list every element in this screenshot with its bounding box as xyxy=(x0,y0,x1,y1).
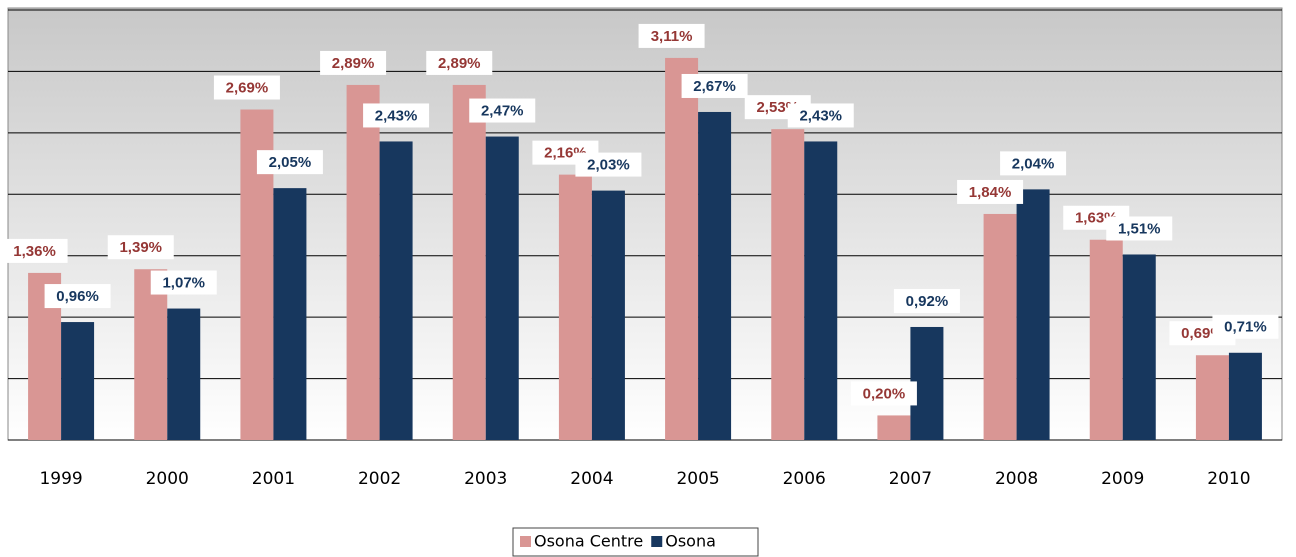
value-label: 3,11% xyxy=(651,28,693,45)
bar xyxy=(591,190,625,440)
bar xyxy=(877,415,911,440)
bar xyxy=(771,129,805,440)
value-label: 2,04% xyxy=(1012,155,1055,172)
bar xyxy=(665,57,699,441)
value-label-bg xyxy=(1106,216,1173,241)
x-tick-label: 2005 xyxy=(676,469,719,489)
bar xyxy=(1195,355,1229,440)
value-label-bg xyxy=(426,50,493,75)
value-label: 2,89% xyxy=(332,55,375,72)
bar xyxy=(346,84,380,440)
value-label: 1,36% xyxy=(13,243,56,260)
bar xyxy=(273,188,307,440)
bar xyxy=(61,322,95,440)
value-label-bg xyxy=(638,23,705,48)
x-tick-label: 2002 xyxy=(358,469,401,489)
value-label-bg xyxy=(469,98,536,123)
x-tick-label: 2001 xyxy=(252,469,295,489)
bar xyxy=(698,111,732,440)
bar xyxy=(558,174,592,440)
value-label: 1,39% xyxy=(119,239,162,256)
value-label-bg xyxy=(893,288,960,313)
bar xyxy=(1228,352,1262,440)
value-label-bg xyxy=(213,75,280,100)
legend-swatch xyxy=(651,536,663,547)
value-label: 1,84% xyxy=(969,184,1012,201)
value-label: 0,96% xyxy=(56,288,99,305)
x-tick-label: 2004 xyxy=(570,469,613,489)
x-tick-label: 2010 xyxy=(1207,469,1250,489)
value-label: 0,71% xyxy=(1224,319,1267,336)
legend-label: Osona xyxy=(665,532,716,551)
legend-label: Osona Centre xyxy=(534,532,643,551)
value-label: 2,89% xyxy=(438,55,481,72)
value-label: 2,43% xyxy=(375,107,418,124)
bar xyxy=(804,141,838,440)
value-label-bg xyxy=(150,270,217,295)
value-label-bg xyxy=(256,150,323,175)
x-tick-label: 1999 xyxy=(39,469,82,489)
value-label-bg xyxy=(44,284,111,309)
x-tick-label: 2008 xyxy=(995,469,1038,489)
bar xyxy=(485,136,519,441)
x-tick-label: 2000 xyxy=(146,469,189,489)
bar xyxy=(983,213,1017,440)
value-label: 2,05% xyxy=(269,154,312,171)
value-label-bg xyxy=(850,381,917,406)
value-label-bg xyxy=(1000,151,1067,176)
value-label-bg xyxy=(957,179,1024,204)
value-label: 1,07% xyxy=(162,275,205,292)
value-label: 0,20% xyxy=(863,385,906,402)
value-label-bg xyxy=(1212,314,1279,339)
value-label-bg xyxy=(363,103,430,128)
value-label-bg xyxy=(1,238,68,263)
bar xyxy=(379,141,413,440)
value-label-bg xyxy=(575,152,642,177)
bar xyxy=(167,308,201,440)
value-label: 2,67% xyxy=(693,78,736,95)
x-tick-label: 2003 xyxy=(464,469,507,489)
value-label: 0,92% xyxy=(906,293,949,310)
bar xyxy=(1122,254,1156,440)
bar xyxy=(1089,239,1123,440)
legend-swatch xyxy=(520,536,531,547)
legend-box xyxy=(512,527,759,557)
value-label-bg xyxy=(320,50,387,75)
value-label: 2,03% xyxy=(587,157,630,174)
value-label-bg xyxy=(681,73,748,98)
bar xyxy=(452,84,486,440)
bar xyxy=(1016,189,1050,440)
x-tick-label: 2009 xyxy=(1101,469,1144,489)
value-label: 1,51% xyxy=(1118,220,1161,237)
value-label: 2,43% xyxy=(799,107,842,124)
value-label-bg xyxy=(787,103,854,128)
value-label: 2,69% xyxy=(226,79,269,96)
value-label: 2,47% xyxy=(481,103,524,120)
bar xyxy=(134,269,168,440)
x-tick-label: 2007 xyxy=(889,469,932,489)
value-label-bg xyxy=(107,235,174,260)
x-tick-label: 2006 xyxy=(783,469,826,489)
